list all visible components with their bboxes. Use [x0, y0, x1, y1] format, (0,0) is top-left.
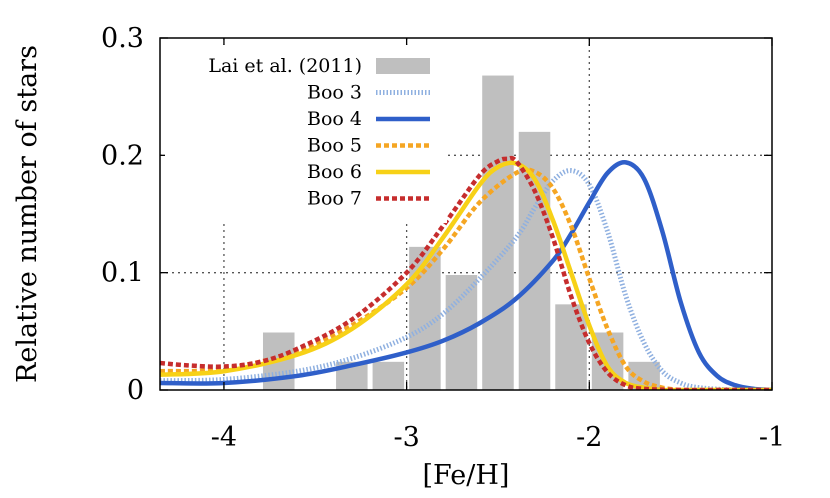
histogram-bar — [555, 304, 587, 390]
legend-label: Boo 3 — [307, 82, 362, 104]
y-tick-label: 0.2 — [101, 140, 144, 171]
y-tick-label: 0.3 — [101, 23, 144, 54]
y-tick-label: 0.1 — [101, 258, 144, 289]
plot-frame — [159, 37, 773, 391]
series-line-boo-7 — [160, 155, 772, 390]
tick-labels: -4 -3 -2 -1 0 0.1 0.2 0.3 — [101, 23, 785, 453]
x-tick-label: -4 — [211, 422, 237, 453]
series-line-boo-4 — [160, 160, 772, 390]
x-tick-label: -3 — [393, 422, 419, 453]
histogram-bar — [372, 361, 405, 390]
y-axis-label: Relative number of stars — [12, 45, 43, 383]
histogram-bar — [482, 75, 514, 390]
legend-label: Boo 6 — [307, 161, 362, 183]
x-tick-label: -2 — [576, 422, 602, 453]
legend-swatch — [376, 58, 430, 74]
series-line-boo-3 — [160, 168, 772, 390]
legend-label: Lai et al. (2011) — [208, 55, 362, 77]
x-axis-label: [Fe/H] — [423, 460, 510, 491]
legend-label: Boo 7 — [307, 188, 362, 210]
legend-label: Boo 5 — [307, 135, 362, 157]
tick-marks — [160, 37, 773, 391]
x-tick-label: -1 — [759, 422, 785, 453]
y-tick-label: 0 — [127, 375, 144, 406]
legend-label: Boo 4 — [307, 108, 362, 130]
histogram-bars — [262, 75, 660, 390]
legend: Lai et al. (2011) Boo 3 Boo 4 Boo 5 Boo 6 Boo… — [165, 45, 447, 223]
legend-background — [165, 45, 447, 223]
